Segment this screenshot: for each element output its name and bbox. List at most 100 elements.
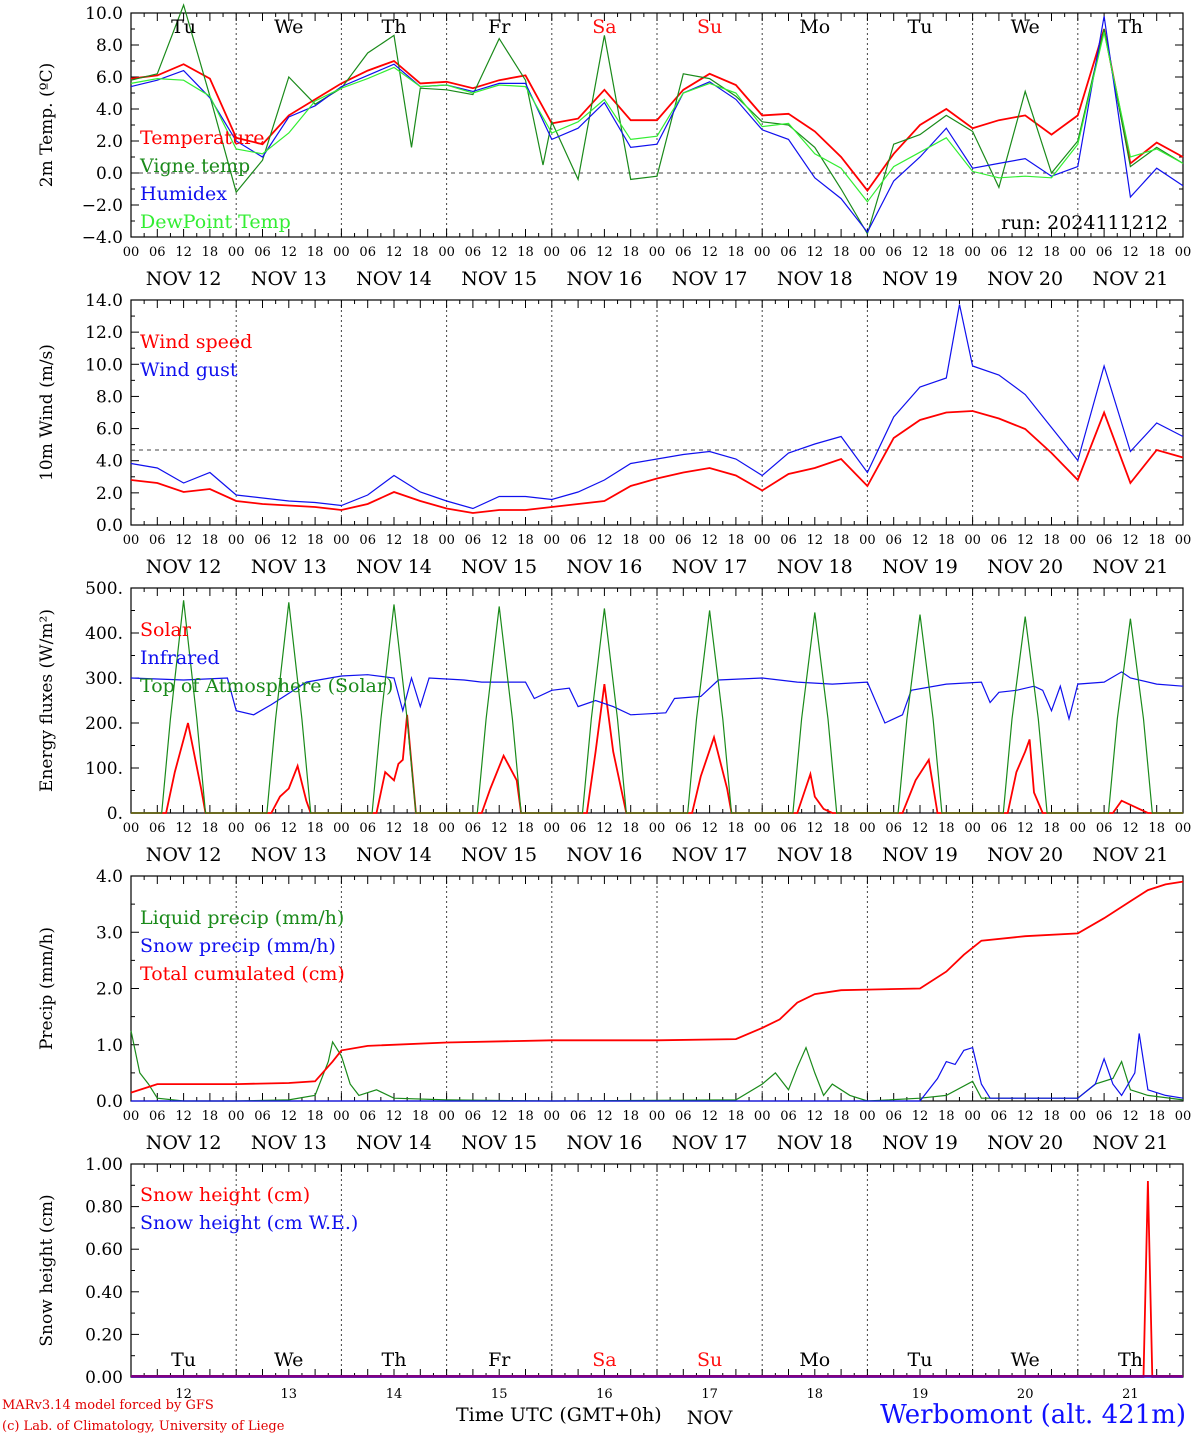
y-tick-label: 4.0 <box>96 452 123 472</box>
bottom-month: NOV <box>687 1407 733 1429</box>
date-label: NOV 12 <box>146 268 222 290</box>
y-tick-label: 0.60 <box>85 1240 123 1260</box>
hour-tick-label: 18 <box>412 245 429 260</box>
series-line-vigne-temp <box>130 3 1184 236</box>
hour-tick-label: 18 <box>833 533 850 548</box>
hour-tick-label: 18 <box>307 1109 324 1124</box>
y-tick-label: 12.0 <box>85 323 123 343</box>
y-axis-label: 10m Wind (m/s) <box>37 344 57 481</box>
y-tick-label: 4.0 <box>96 100 123 120</box>
date-label: NOV 15 <box>461 844 537 866</box>
hour-tick-label: 12 <box>491 533 508 548</box>
series-line-solar <box>131 683 1183 814</box>
hour-tick-label: 06 <box>885 821 902 836</box>
hour-tick-label: 06 <box>780 245 797 260</box>
bottom-day-number: 19 <box>912 1387 929 1402</box>
date-label: NOV 21 <box>1092 268 1168 290</box>
date-label: NOV 14 <box>356 268 432 290</box>
hour-tick-label: 12 <box>281 821 298 836</box>
legend-entry: Liquid precip (mm/h) <box>140 907 344 929</box>
hour-tick-label: 00 <box>649 245 666 260</box>
hour-tick-label: 00 <box>859 245 876 260</box>
y-tick-label: 10.0 <box>85 4 123 24</box>
date-label: NOV 19 <box>882 844 958 866</box>
legend-entry: Top of Atmosphere (Solar) <box>140 675 393 697</box>
series-line-temperature <box>130 28 1184 193</box>
date-label: NOV 15 <box>461 1132 537 1154</box>
hour-tick-label: 06 <box>991 821 1008 836</box>
hour-tick-label: 06 <box>780 533 797 548</box>
date-label: NOV 16 <box>566 844 642 866</box>
hour-tick-label: 06 <box>991 245 1008 260</box>
day-abbrev-bottom: Su <box>697 1349 722 1371</box>
day-abbrev-top: Th <box>1118 16 1143 38</box>
hour-tick-label: 06 <box>570 1109 587 1124</box>
hour-tick-label: 18 <box>833 245 850 260</box>
hour-tick-label: 12 <box>912 821 929 836</box>
y-axis-label: Energy fluxes (W/m²) <box>37 609 57 792</box>
y-tick-label: −2.0 <box>82 196 123 216</box>
hour-tick-label: 18 <box>1148 1109 1165 1124</box>
hour-tick-label: 00 <box>1070 533 1087 548</box>
bottom-day-number: 15 <box>491 1387 508 1402</box>
hour-tick-label: 12 <box>701 245 718 260</box>
hour-tick-label: 12 <box>281 1109 298 1124</box>
day-abbrev-top: Th <box>382 16 407 38</box>
y-tick-label: 0.0 <box>96 1092 123 1112</box>
hour-tick-label: 12 <box>175 533 192 548</box>
y-tick-label: 400. <box>85 624 123 644</box>
hour-tick-label: 18 <box>622 533 639 548</box>
day-abbrev-bottom: Tu <box>908 1349 933 1371</box>
date-label: NOV 21 <box>1092 556 1168 578</box>
day-abbrev-top: Mo <box>799 16 830 38</box>
hour-tick-label: 00 <box>438 821 455 836</box>
date-label: NOV 13 <box>251 268 327 290</box>
y-tick-label: 2.0 <box>96 484 123 504</box>
y-tick-label: 0. <box>107 804 123 824</box>
date-label: NOV 20 <box>987 556 1063 578</box>
day-abbrev-bottom: Th <box>382 1349 407 1371</box>
date-label: NOV 20 <box>987 268 1063 290</box>
hour-tick-label: 12 <box>912 533 929 548</box>
hour-tick-label: 06 <box>991 533 1008 548</box>
date-label: NOV 13 <box>251 556 327 578</box>
day-abbrev-bottom: We <box>274 1349 303 1371</box>
y-tick-label: 2.0 <box>96 980 123 1000</box>
hour-tick-label: 00 <box>544 533 561 548</box>
day-abbrev-bottom: Mo <box>799 1349 830 1371</box>
hour-tick-label: 12 <box>281 245 298 260</box>
date-label: NOV 15 <box>461 556 537 578</box>
y-tick-label: 14.0 <box>85 291 123 311</box>
hour-tick-label: 00 <box>544 245 561 260</box>
hour-tick-label: 06 <box>149 1109 166 1124</box>
hour-tick-label: 06 <box>885 533 902 548</box>
bottom-day-number: 17 <box>701 1387 718 1402</box>
hour-tick-label: 18 <box>938 1109 955 1124</box>
hour-tick-label: 12 <box>1122 533 1139 548</box>
hour-tick-label: 00 <box>1175 821 1192 836</box>
hour-tick-label: 06 <box>465 821 482 836</box>
hour-tick-label: 00 <box>859 1109 876 1124</box>
date-label: NOV 18 <box>777 1132 853 1154</box>
hour-tick-label: 00 <box>333 1109 350 1124</box>
hour-tick-label: 12 <box>1017 533 1034 548</box>
run-label: run: 2024111212 <box>1001 212 1168 234</box>
date-label: NOV 12 <box>146 556 222 578</box>
day-abbrev-top: Sa <box>592 16 616 38</box>
hour-tick-label: 12 <box>386 821 403 836</box>
series-line-top-of-atmosphere-solar- <box>131 600 1183 814</box>
hour-tick-label: 00 <box>544 1109 561 1124</box>
hour-tick-label: 06 <box>780 821 797 836</box>
x-axis-label: Time UTC (GMT+0h) <box>456 1404 662 1426</box>
y-axis-label: Precip (mm/h) <box>37 927 57 1050</box>
hour-tick-label: 00 <box>544 821 561 836</box>
y-axis-label: 2m Temp. (ºC) <box>37 63 57 188</box>
hour-tick-label: 06 <box>359 1109 376 1124</box>
hour-tick-label: 06 <box>1096 1109 1113 1124</box>
date-label: NOV 15 <box>461 268 537 290</box>
hour-tick-label: 00 <box>754 821 771 836</box>
hour-tick-label: 12 <box>1017 245 1034 260</box>
hour-tick-label: 18 <box>622 821 639 836</box>
hour-tick-label: 12 <box>386 533 403 548</box>
